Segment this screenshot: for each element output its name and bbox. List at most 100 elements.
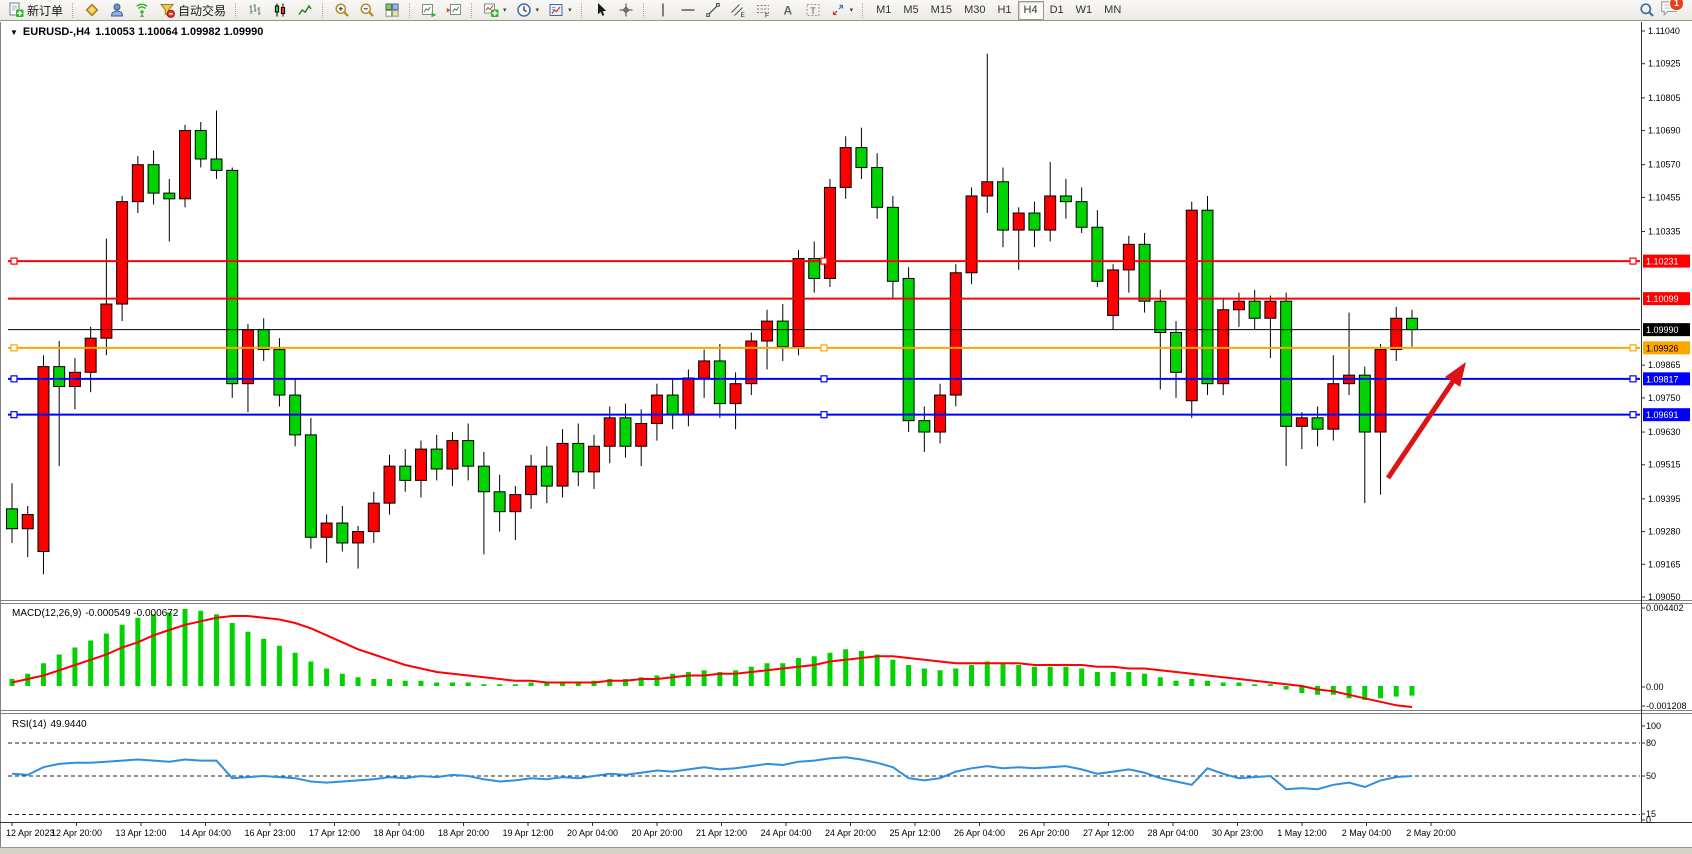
horizontal-line-objects	[8, 257, 1640, 419]
line-handle[interactable]	[10, 257, 18, 265]
search-button[interactable]	[1635, 0, 1659, 20]
candle	[619, 417, 632, 447]
candle	[1232, 300, 1245, 311]
rsi-axis-label: 100	[1646, 721, 1661, 731]
time-tick-label: 18 Apr 20:00	[438, 828, 489, 838]
line-handle[interactable]	[10, 411, 18, 419]
tile-windows-button[interactable]	[380, 0, 404, 20]
time-tick-label: 28 Apr 04:00	[1147, 828, 1198, 838]
timeframe-button-m1[interactable]: M1	[876, 4, 892, 16]
hline-1.09926[interactable]	[8, 344, 1640, 352]
cursor-tool-button[interactable]	[589, 0, 613, 20]
hline-1.10231[interactable]	[8, 257, 1640, 265]
label-tool-button[interactable]: T	[801, 0, 825, 20]
trendline-tool-button[interactable]	[701, 0, 725, 20]
line-handle[interactable]	[1629, 411, 1637, 419]
zoom-in-button[interactable]	[330, 0, 354, 20]
candle	[1122, 243, 1135, 271]
autotrading-button[interactable]: 自动交易	[155, 0, 230, 20]
line-chart-button[interactable]	[293, 0, 317, 20]
timeframe-button-w1[interactable]: W1	[1075, 4, 1093, 16]
chart-shift-button[interactable]	[442, 0, 466, 20]
timeframe-button-h1[interactable]: H1	[997, 4, 1012, 16]
arrows-tool-button[interactable]: ▾	[826, 0, 858, 20]
signals-button[interactable]	[130, 0, 154, 20]
hline-1.09817[interactable]	[8, 375, 1640, 383]
macd-histogram-bar	[229, 623, 235, 686]
candle	[462, 440, 475, 467]
label-icon: T	[806, 4, 820, 16]
auto-scroll-button[interactable]	[417, 0, 441, 20]
macd-histogram-bar	[560, 682, 566, 686]
fibonacci-tool-button[interactable]: F	[751, 0, 775, 20]
rsi-axis-label: 15	[1646, 809, 1656, 819]
vertical-line-tool-button[interactable]	[651, 0, 675, 20]
timeframe-button-m15[interactable]: M15	[930, 4, 953, 16]
line-handle[interactable]	[10, 375, 18, 383]
candle	[257, 329, 270, 351]
line-handle[interactable]	[820, 375, 828, 383]
toolbar: 新订单 自动交易 ▾ ▾ ▾ E F A T ▾ M1 M5 M15 M30 H1 H4 D1 W1 MN 1	[0, 0, 1692, 21]
timeframe-button-m30[interactable]: M30	[964, 4, 986, 16]
macd-histogram-bar	[748, 666, 754, 686]
line-handle[interactable]	[820, 257, 828, 265]
candle	[241, 329, 254, 385]
candle	[996, 181, 1009, 231]
text-tool-button[interactable]: A	[776, 0, 800, 20]
crosshair-tool-button[interactable]	[614, 0, 638, 20]
channel-tool-button[interactable]: E	[726, 0, 750, 20]
notification-badge: 1	[1669, 0, 1684, 11]
templates-button[interactable]: ▾	[544, 0, 576, 20]
candlestick-chart-button[interactable]	[268, 0, 292, 20]
timeframe-button-m5[interactable]: M5	[903, 4, 919, 16]
timeframe-button-mn[interactable]: MN	[1104, 4, 1122, 16]
macd-histogram-bar	[1063, 666, 1069, 686]
chevron-down-icon[interactable]: ▼	[10, 27, 18, 37]
line-handle[interactable]	[1629, 375, 1637, 383]
macd-histogram-bar	[827, 652, 833, 686]
macd-histogram-bar	[969, 665, 975, 686]
new-order-button[interactable]: 新订单	[4, 0, 67, 20]
time-tick-label: 18 Apr 04:00	[373, 828, 424, 838]
macd-histogram-bar	[308, 661, 314, 686]
community-chat-button[interactable]: 1	[1660, 0, 1684, 22]
line-chart-icon	[298, 4, 312, 15]
candle	[430, 448, 443, 470]
metaeditor-button[interactable]	[80, 0, 104, 20]
line-handle[interactable]	[1629, 257, 1637, 265]
macd-histogram-bar	[1000, 663, 1006, 686]
zoom-out-icon	[360, 3, 374, 17]
line-handle[interactable]	[10, 344, 18, 352]
macd-indicator	[9, 609, 1415, 708]
indicators-button[interactable]: ▾	[479, 0, 511, 20]
bar-chart-button[interactable]	[243, 0, 267, 20]
candle	[1295, 417, 1308, 427]
chart-canvas: 1.11040 1.10925 1.10805 1.10690 1.10570 1.104…	[0, 22, 1692, 854]
time-tick-label: 20 Apr 20:00	[631, 828, 682, 838]
timeframe-button-h4[interactable]: H4	[1017, 0, 1044, 20]
macd-histogram-bar	[1252, 684, 1258, 686]
bar-chart-icon	[249, 4, 261, 15]
time-tick-label: 19 Apr 12:00	[502, 828, 553, 838]
time-tick-label: 26 Apr 04:00	[954, 828, 1005, 838]
macd-axis-label: 0.00	[1646, 682, 1664, 692]
line-handle[interactable]	[820, 411, 828, 419]
trend-arrow-annotation[interactable]	[1385, 362, 1466, 480]
line-handle[interactable]	[1629, 344, 1637, 352]
toolbar-separator	[322, 2, 325, 18]
zoom-out-button[interactable]	[355, 0, 379, 20]
community-button[interactable]	[105, 0, 129, 20]
macd-histogram-bar	[497, 684, 503, 686]
dropdown-caret-icon: ▾	[849, 7, 854, 14]
horizontal-line-tool-button[interactable]	[676, 0, 700, 20]
hline-1.09691[interactable]	[8, 411, 1640, 419]
price-label-text: 1.09990	[1646, 325, 1679, 335]
toolbar-separator	[72, 2, 75, 18]
line-handle[interactable]	[820, 344, 828, 352]
macd-histogram-bar	[1110, 672, 1116, 686]
candle	[477, 465, 490, 493]
candle	[650, 394, 663, 425]
timeframe-button-d1[interactable]: D1	[1049, 4, 1064, 16]
periods-button[interactable]: ▾	[512, 0, 544, 20]
